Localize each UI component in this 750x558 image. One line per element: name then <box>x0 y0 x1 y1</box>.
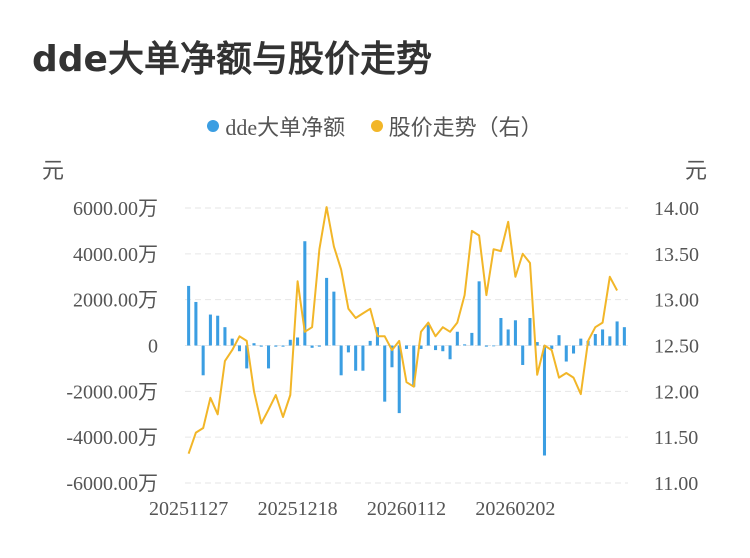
dde-bar <box>303 241 307 346</box>
left-tick-label: 2000.00万 <box>73 290 158 312</box>
dde-bar <box>419 345 423 349</box>
dde-bar <box>572 345 576 354</box>
dde-bar <box>281 345 285 347</box>
dde-bar <box>492 345 496 347</box>
dde-bar <box>368 340 372 346</box>
right-tick-label: 14.00 <box>654 198 699 220</box>
dde-bar <box>346 345 350 353</box>
dde-bar <box>259 345 263 347</box>
dde-bar <box>434 345 438 351</box>
legend-item-dde[interactable]: dde大单净额 <box>207 110 345 142</box>
chart-title: dde大单净额与股价走势 <box>32 39 432 80</box>
dde-bar <box>593 334 597 346</box>
right-tick-label: 11.00 <box>654 473 698 495</box>
legend-item-price[interactable]: 股价走势（右） <box>370 110 543 142</box>
right-axis-ticks: 14.00 13.50 13.00 12.50 12.00 11.50 11.00 <box>654 198 699 495</box>
left-tick-label: 0 <box>148 336 158 358</box>
dde-bar <box>332 291 336 346</box>
x-tick-label: 20260202 <box>475 498 555 520</box>
dde-bar <box>288 339 292 346</box>
dde-bar <box>339 345 343 376</box>
dde-bar <box>484 345 488 347</box>
left-axis-ticks: 6000.00万 4000.00万 2000.00万 0 -2000.00万 -4000.… <box>66 198 158 495</box>
dde-bar <box>441 345 445 352</box>
dde-bar <box>383 345 387 402</box>
dde-bar <box>564 345 568 362</box>
dde-bar <box>223 327 227 346</box>
dde-bar <box>579 338 583 346</box>
dde-bar <box>237 345 241 352</box>
dde-bar <box>601 329 605 346</box>
dde-bar <box>404 345 409 349</box>
legend-dot-icon <box>370 120 383 132</box>
line-series <box>187 206 618 455</box>
price-line <box>187 206 618 455</box>
dde-bar <box>354 345 358 371</box>
legend-dot-icon <box>207 120 220 132</box>
x-axis-ticks: 20251127 20251218 20260112 20260202 <box>149 498 555 520</box>
dde-bar <box>455 331 459 346</box>
dde-bar <box>397 345 401 414</box>
legend-label-dde: dde大单净额 <box>225 115 346 140</box>
dde-bar <box>521 345 525 365</box>
dde-bar <box>310 345 314 348</box>
dde-bar <box>470 332 474 346</box>
dde-bar <box>194 301 198 346</box>
dde-bar <box>615 321 619 346</box>
dde-bar <box>274 345 278 347</box>
dde-bar <box>448 345 452 360</box>
legend-label-price: 股价走势（右） <box>388 115 543 140</box>
dde-bar <box>266 345 271 369</box>
x-tick-label: 20251127 <box>149 498 228 520</box>
left-tick-label: -2000.00万 <box>66 381 158 403</box>
right-tick-label: 12.50 <box>654 336 699 358</box>
dde-bar <box>608 336 612 346</box>
left-tick-label: -6000.00万 <box>66 473 158 495</box>
dde-bar <box>317 345 321 347</box>
x-tick-label: 20260112 <box>367 498 446 520</box>
right-tick-label: 13.50 <box>654 244 699 266</box>
left-tick-label: 4000.00万 <box>73 244 158 266</box>
dde-bar <box>528 318 532 346</box>
right-tick-label: 13.00 <box>654 290 699 312</box>
dde-bar <box>412 345 416 387</box>
left-tick-label: 6000.00万 <box>73 198 158 220</box>
dde-bar <box>187 285 191 346</box>
right-axis-unit: 元 <box>685 159 707 184</box>
right-tick-label: 11.50 <box>654 427 698 449</box>
dde-bar <box>296 337 300 346</box>
dde-bar <box>477 281 481 346</box>
dde-bar <box>426 324 430 346</box>
dde-bar <box>390 345 394 368</box>
left-tick-label: -4000.00万 <box>66 427 158 449</box>
dde-bar <box>550 345 554 349</box>
dde-bar <box>361 345 365 371</box>
x-tick-label: 20251218 <box>258 498 338 520</box>
bar-series <box>187 241 626 456</box>
dde-bar <box>499 318 503 346</box>
dde-bar <box>230 338 234 346</box>
dde-bar <box>513 320 517 346</box>
left-axis-unit: 元 <box>42 159 64 184</box>
right-tick-label: 12.00 <box>654 381 699 403</box>
legend: dde大单净额 股价走势（右） <box>0 110 750 142</box>
dde-bar <box>216 315 220 346</box>
dde-bar <box>201 345 205 376</box>
dde-bar <box>325 277 329 346</box>
dde-bar <box>252 343 256 346</box>
dde-bar <box>463 344 467 346</box>
dde-bar <box>506 329 510 346</box>
dde-bar <box>535 342 539 346</box>
dde-bar <box>208 314 212 346</box>
dde-bar <box>245 345 249 369</box>
dde-bar <box>542 345 547 456</box>
dde-bar <box>622 327 626 346</box>
dde-bar <box>557 335 561 346</box>
